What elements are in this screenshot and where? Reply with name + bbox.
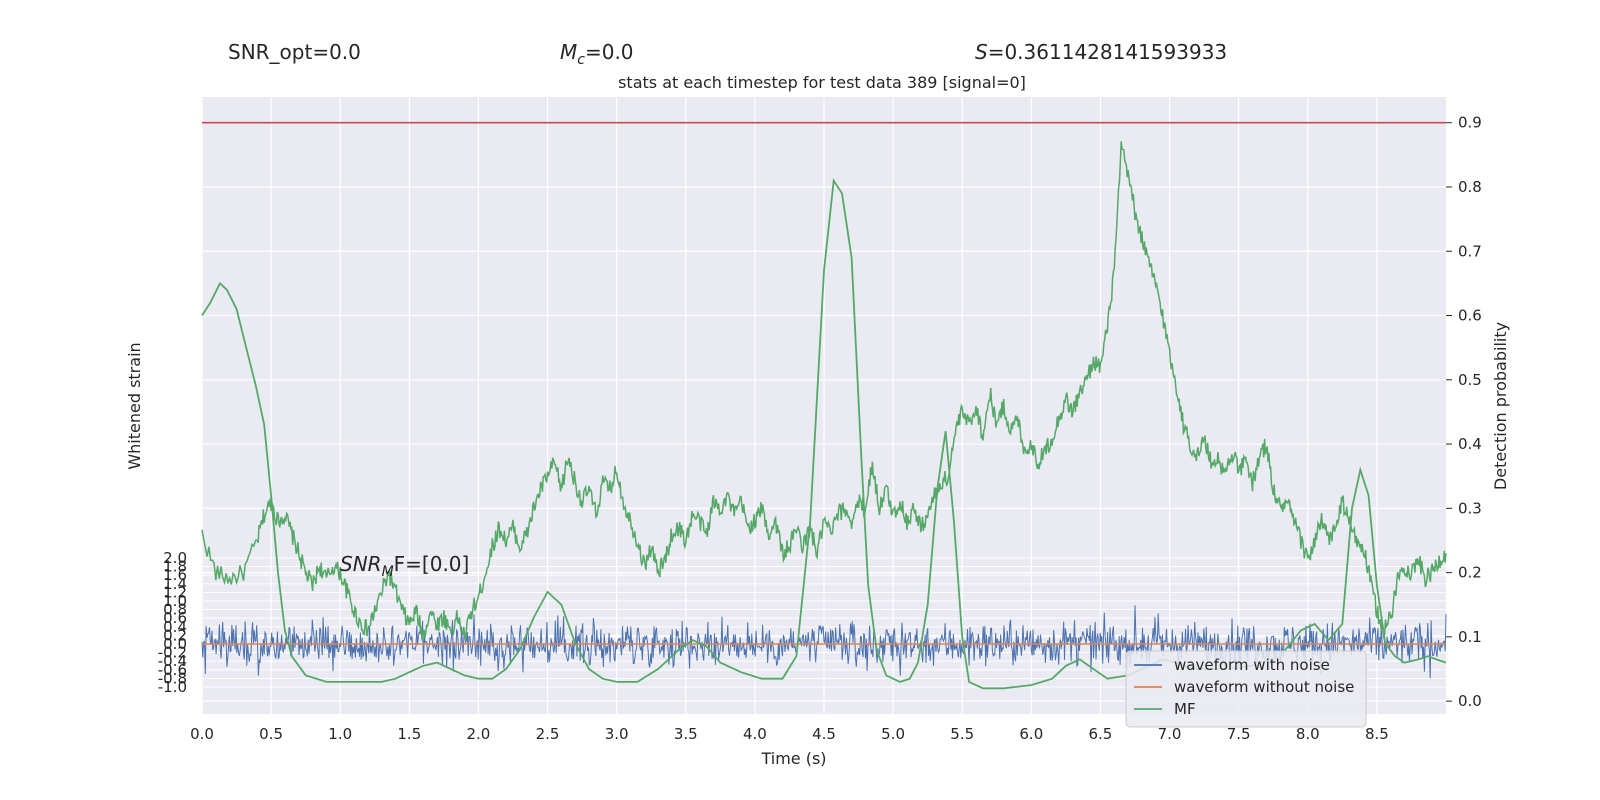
legend-label-mf: MF xyxy=(1174,700,1196,718)
x-tick-label: 0.5 xyxy=(259,725,283,743)
y-right-tick-label: 0.3 xyxy=(1458,499,1482,517)
y-left-tick-label: 1.4 xyxy=(163,575,187,593)
x-tick-label: 4.0 xyxy=(743,725,767,743)
y-left-tick-label: 0.0 xyxy=(163,635,187,653)
y-left-tick-label: -1.0 xyxy=(158,678,187,696)
y-left-tick-label: -0.4 xyxy=(158,652,187,670)
legend: waveform with noise waveform without noi… xyxy=(1125,650,1367,728)
y-left-tick-label: -0.6 xyxy=(158,661,187,679)
x-tick-label: 8.0 xyxy=(1296,725,1320,743)
grid-vertical xyxy=(201,97,1378,714)
x-tick-label: 3.0 xyxy=(605,725,629,743)
legend-label-noise: waveform with noise xyxy=(1174,656,1330,674)
x-axis-ticks: 0.0 0.5 1.0 1.5 2.0 2.5 3.0 3.5 4.0 4.5 5.0 5.5 6.0 6… xyxy=(190,725,1389,743)
y-right-tick-label: 0.0 xyxy=(1458,692,1482,710)
y-right-tick-label: 0.2 xyxy=(1458,564,1482,582)
y-left-tick-label: 0.4 xyxy=(163,618,187,636)
y-left-axis-ticks: -1.0-0.8-0.6-0.4-0.20.00.20.40.60.81.01.… xyxy=(158,549,187,696)
x-tick-label: 6.0 xyxy=(1019,725,1043,743)
y-left-tick-label: -0.2 xyxy=(158,644,187,662)
y-left-axis-label: Whitened strain xyxy=(125,342,144,469)
x-tick-label: 2.5 xyxy=(536,725,560,743)
snr-opt-label: SNR_opt=0.0 xyxy=(228,40,361,64)
y-right-tick-label: 0.9 xyxy=(1458,114,1482,132)
x-tick-label: 6.5 xyxy=(1089,725,1113,743)
y-left-tick-label: 2.0 xyxy=(163,549,187,567)
y-right-tick-label: 0.4 xyxy=(1458,435,1482,453)
y-right-axis-label: Detection probability xyxy=(1491,322,1510,490)
x-tick-label: 4.5 xyxy=(812,725,836,743)
x-tick-label: 0.0 xyxy=(190,725,214,743)
y-left-tick-label: -0.8 xyxy=(158,669,187,687)
chart-title: stats at each timestep for test data 389… xyxy=(618,73,1026,92)
x-tick-label: 1.5 xyxy=(397,725,421,743)
x-tick-label: 7.5 xyxy=(1227,725,1251,743)
y-left-tick-label: 0.6 xyxy=(163,609,187,627)
y-left-tick-label: 1.6 xyxy=(163,566,187,584)
s-statistic-label: S=0.3611428141593933 xyxy=(975,40,1228,64)
y-right-tick-label: 0.5 xyxy=(1458,371,1482,389)
y-right-tick-label: 0.7 xyxy=(1458,242,1482,260)
x-tick-label: 5.5 xyxy=(950,725,974,743)
x-axis-label: Time (s) xyxy=(760,749,826,768)
y-left-tick-label: 1.2 xyxy=(163,583,187,601)
legend-label-clean: waveform without noise xyxy=(1174,678,1354,696)
x-tick-label: 3.5 xyxy=(674,725,698,743)
y-left-tick-label: 1.0 xyxy=(163,592,187,610)
x-tick-label: 8.5 xyxy=(1365,725,1389,743)
y-left-tick-label: 0.8 xyxy=(163,601,187,619)
snr-mf-annotation: SNRMF=[0.0] xyxy=(340,552,469,580)
x-tick-label: 2.0 xyxy=(467,725,491,743)
y-left-tick-label: 0.2 xyxy=(163,626,187,644)
y-right-tick-label: 0.8 xyxy=(1458,178,1482,196)
y-right-axis-ticks: 0.0 0.1 0.2 0.3 0.4 0.5 0.6 0.7 0.8 0.9 xyxy=(1446,114,1482,710)
y-right-tick-label: 0.6 xyxy=(1458,307,1482,325)
y-left-tick-label: 1.8 xyxy=(163,558,187,576)
x-tick-label: 5.0 xyxy=(881,725,905,743)
x-tick-label: 7.0 xyxy=(1158,725,1182,743)
x-tick-label: 1.0 xyxy=(328,725,352,743)
chirp-mass-label: Mc=0.0 xyxy=(560,40,634,68)
y-right-tick-label: 0.1 xyxy=(1458,628,1482,646)
series-detection-probability xyxy=(201,141,1447,642)
